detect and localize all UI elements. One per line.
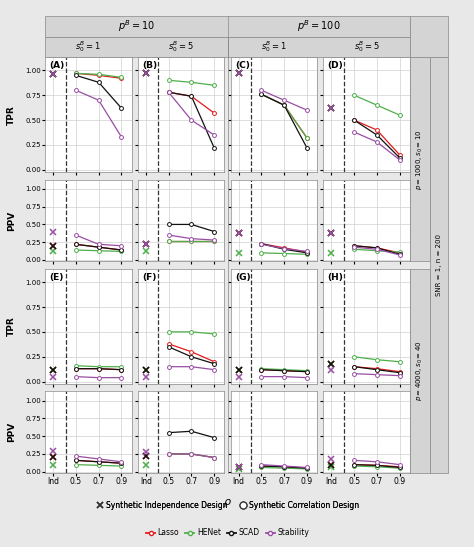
- Text: (C): (C): [235, 61, 250, 70]
- Legend: Lasso, HENet, SCAD, Stability: Lasso, HENet, SCAD, Stability: [143, 525, 312, 540]
- Text: SNR = 1, n = 200: SNR = 1, n = 200: [436, 234, 442, 296]
- Text: $\rho$: $\rho$: [223, 497, 232, 509]
- Text: $s_0^B = 1$: $s_0^B = 1$: [261, 39, 287, 55]
- Text: $s_0^B = 1$: $s_0^B = 1$: [75, 39, 101, 55]
- Text: TPR: TPR: [8, 105, 16, 125]
- Text: (A): (A): [49, 61, 64, 70]
- Text: $s_0^B = 5$: $s_0^B = 5$: [168, 39, 194, 55]
- Text: $p = 1000, s_0 = 10$: $p = 1000, s_0 = 10$: [415, 129, 425, 190]
- Text: (G): (G): [235, 272, 251, 282]
- Legend: Synthetic Independence Design, Synthetic Correlation Design: Synthetic Independence Design, Synthetic…: [93, 498, 362, 513]
- Text: TPR: TPR: [8, 317, 16, 336]
- Text: (F): (F): [142, 272, 156, 282]
- Text: PPV: PPV: [8, 422, 16, 443]
- Text: (B): (B): [142, 61, 157, 70]
- Text: PPV: PPV: [8, 211, 16, 231]
- Text: $s_0^B = 5$: $s_0^B = 5$: [354, 39, 380, 55]
- Text: (E): (E): [49, 272, 64, 282]
- Text: $p^B = 10$: $p^B = 10$: [118, 19, 155, 34]
- Text: $p = 4000, s_0 = 40$: $p = 4000, s_0 = 40$: [415, 341, 425, 401]
- Text: (H): (H): [328, 272, 344, 282]
- Text: (D): (D): [328, 61, 343, 70]
- Text: $p^B = 100$: $p^B = 100$: [297, 19, 340, 34]
